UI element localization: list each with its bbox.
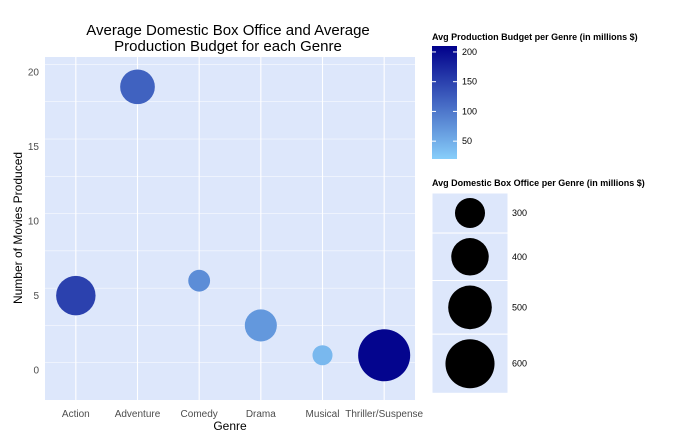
size-legend-label: 500 <box>512 302 527 312</box>
grid-lines <box>45 57 415 400</box>
y-tick-label: 0 <box>33 366 39 377</box>
size-legend-title: Avg Domestic Box Office per Genre (in mi… <box>432 178 645 188</box>
size-legend-circle <box>448 285 492 330</box>
size-legend-label: 400 <box>512 252 527 262</box>
x-tick-label: Thriller/Suspense <box>345 409 423 420</box>
color-legend-tick-label: 150 <box>462 77 477 87</box>
bubble-musical <box>312 345 333 366</box>
bubbles <box>56 69 411 382</box>
x-axis-title: Genre <box>213 419 247 433</box>
chart-title-line2: Production Budget for each Genre <box>114 38 342 55</box>
color-legend-tick-label: 100 <box>462 106 477 116</box>
bubble-drama <box>244 309 277 342</box>
size-legend-label: 600 <box>512 359 527 369</box>
x-tick-label: Adventure <box>115 409 161 420</box>
chart-title-line1: Average Domestic Box Office and Average <box>86 22 370 39</box>
x-tick-label: Action <box>62 409 90 420</box>
y-tick-labels: 0 5 10 15 20 <box>28 67 40 376</box>
size-legend-circle <box>451 238 489 276</box>
color-legend-tick-label: 50 <box>462 136 472 146</box>
bubble-action <box>56 275 96 316</box>
bubble-comedy <box>188 269 211 292</box>
color-legend-title: Avg Production Budget per Genre (in mill… <box>432 32 638 42</box>
color-legend-bar <box>432 46 457 159</box>
size-legend: 300 400 500 600 <box>431 192 527 394</box>
x-tick-label: Comedy <box>181 409 218 420</box>
y-tick-label: 20 <box>28 67 40 78</box>
color-legend-ticks: 50 100 150 200 <box>432 47 477 146</box>
y-tick-label: 10 <box>28 217 40 228</box>
x-tick-labels: Action Adventure Comedy Drama Musical Thrille… <box>62 409 424 420</box>
size-legend-circle <box>454 198 486 229</box>
color-legend-tick-label: 200 <box>462 47 477 57</box>
bubble-adventure <box>120 69 155 105</box>
plot-panel <box>45 57 415 400</box>
bubble-thriller-suspense <box>358 329 411 382</box>
size-legend-label: 300 <box>512 208 527 218</box>
size-legend-circle <box>445 339 495 389</box>
y-axis-title: Number of Movies Produced <box>11 152 25 304</box>
y-tick-label: 15 <box>28 142 40 153</box>
x-tick-label: Drama <box>246 409 276 420</box>
y-tick-label: 5 <box>33 291 39 302</box>
x-tick-label: Musical <box>306 409 340 420</box>
